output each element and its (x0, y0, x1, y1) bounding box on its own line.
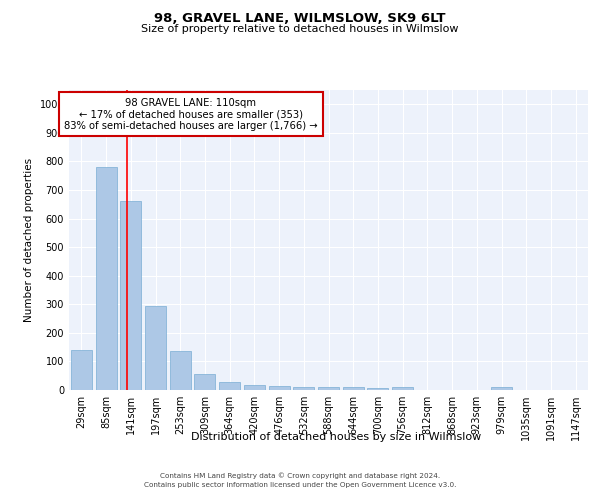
Bar (219, 382, 240, 390)
Bar (392, 387, 413, 390)
Bar (194, 374, 215, 390)
Bar (170, 350, 191, 390)
Bar (244, 385, 265, 390)
Bar (120, 202, 141, 390)
Text: Contains public sector information licensed under the Open Government Licence v3: Contains public sector information licen… (144, 482, 456, 488)
Text: Distribution of detached houses by size in Wilmslow: Distribution of detached houses by size … (191, 432, 481, 442)
Bar (343, 387, 364, 390)
Bar (293, 387, 314, 390)
Bar (367, 388, 388, 390)
Bar (318, 387, 339, 390)
Bar (491, 387, 512, 390)
Bar (269, 386, 290, 390)
Bar (71, 350, 92, 390)
Text: 98, GRAVEL LANE, WILMSLOW, SK9 6LT: 98, GRAVEL LANE, WILMSLOW, SK9 6LT (154, 12, 446, 26)
Bar (95, 167, 116, 390)
Bar (145, 306, 166, 390)
Y-axis label: Number of detached properties: Number of detached properties (24, 158, 34, 322)
Text: Contains HM Land Registry data © Crown copyright and database right 2024.: Contains HM Land Registry data © Crown c… (160, 472, 440, 480)
Text: 98 GRAVEL LANE: 110sqm
← 17% of detached houses are smaller (353)
83% of semi-de: 98 GRAVEL LANE: 110sqm ← 17% of detached… (64, 98, 318, 130)
Text: Size of property relative to detached houses in Wilmslow: Size of property relative to detached ho… (141, 24, 459, 34)
